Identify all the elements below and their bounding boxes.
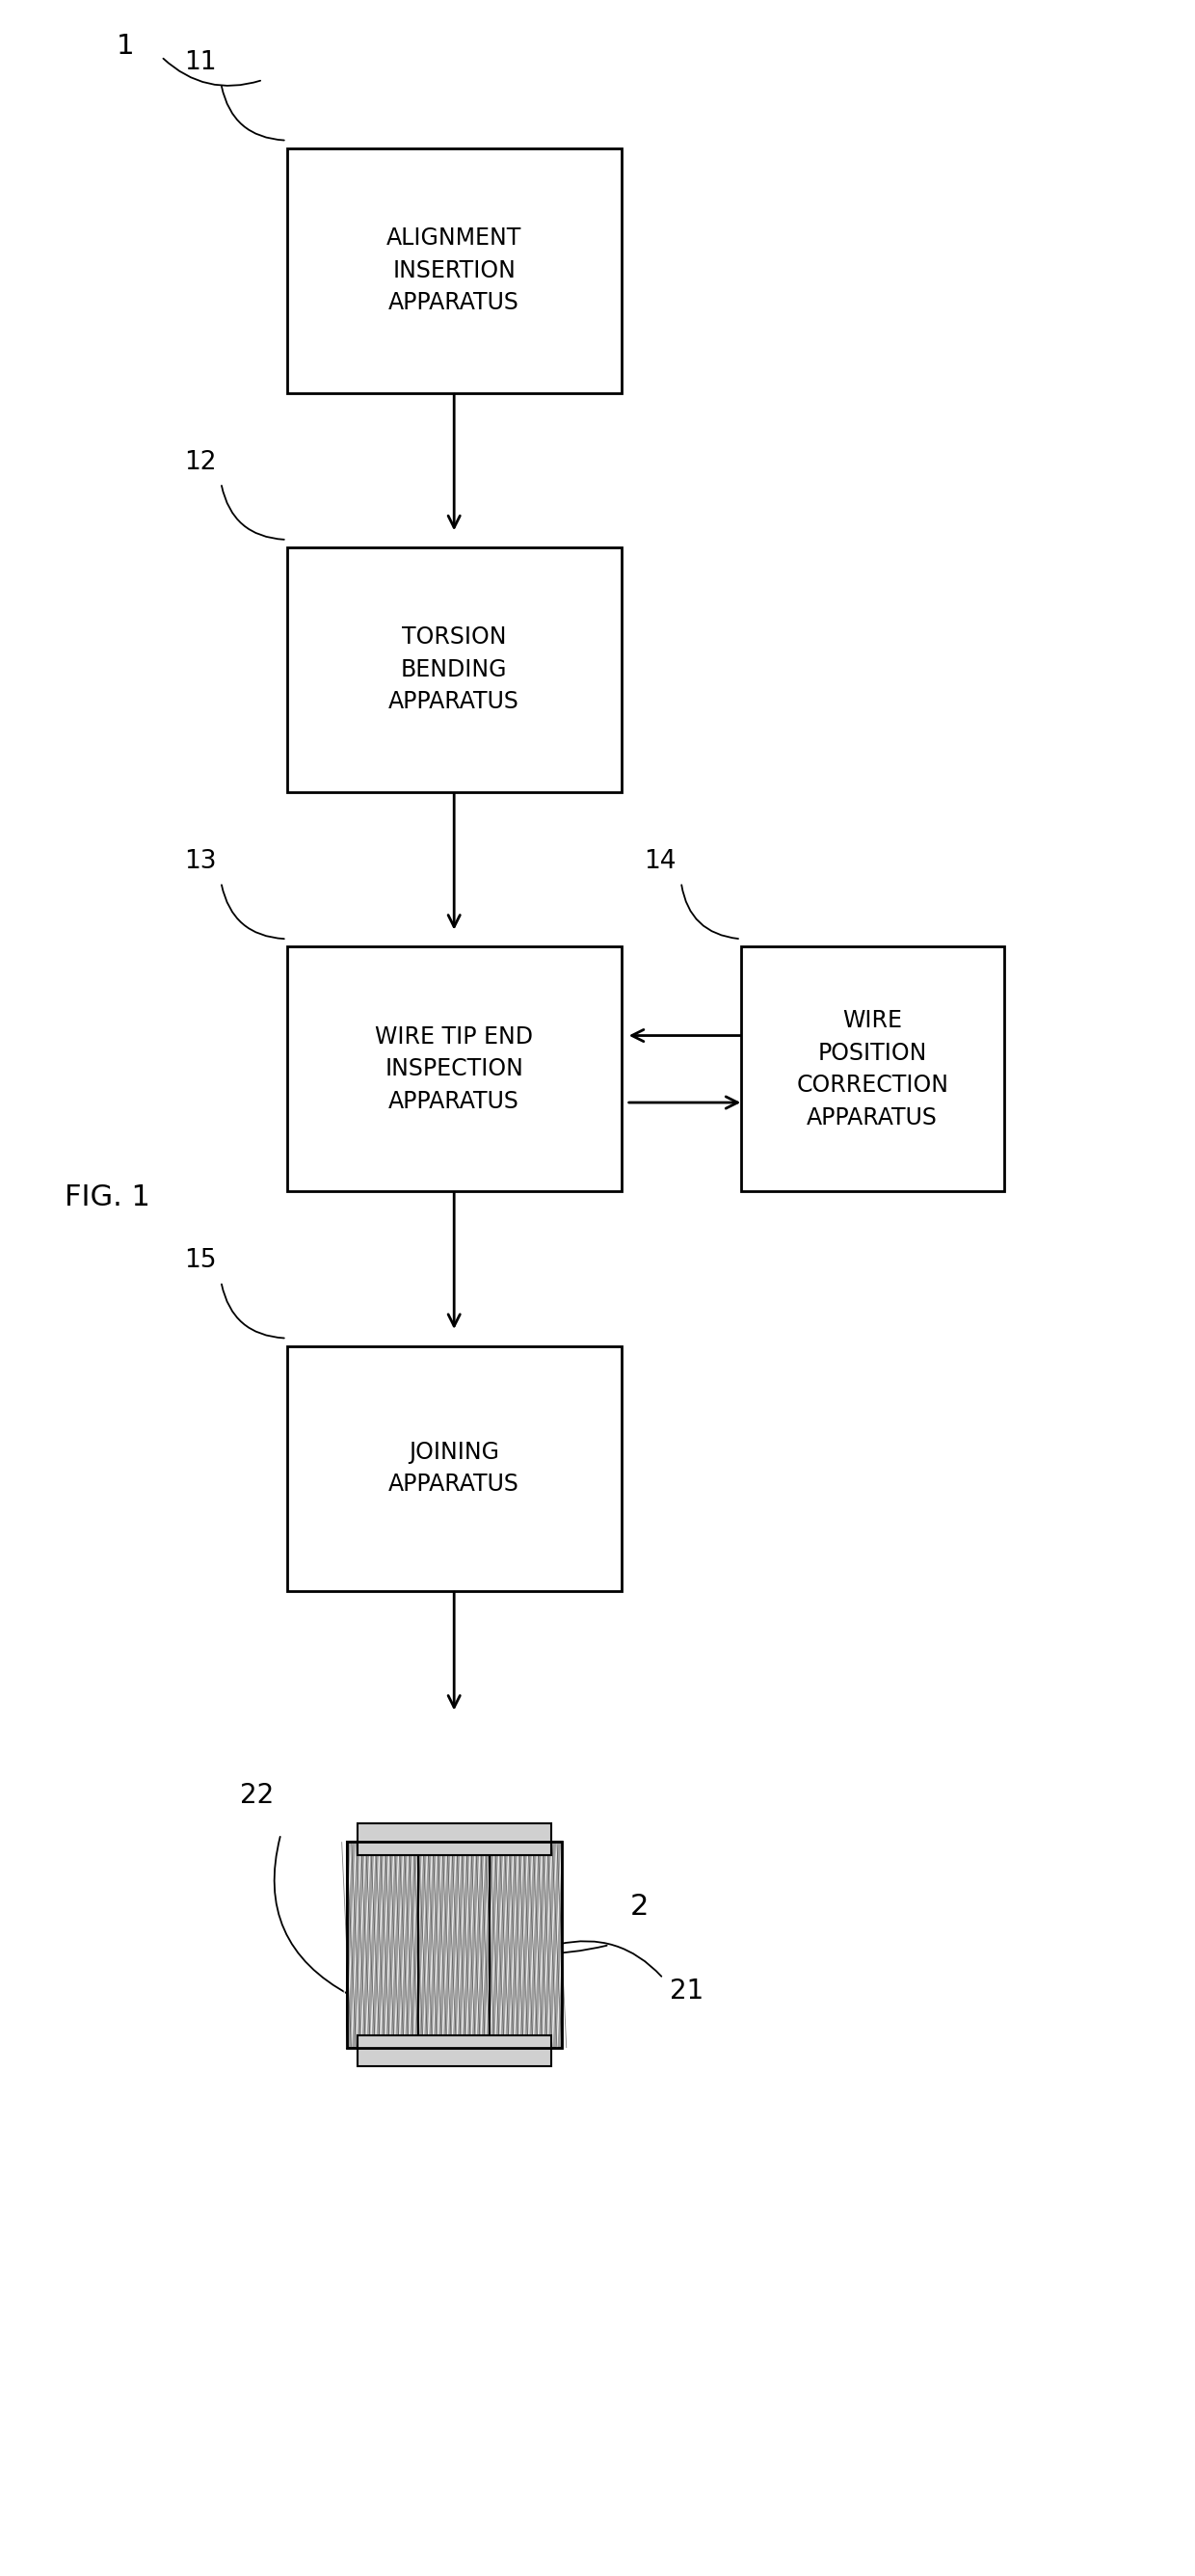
Text: ALIGNMENT
INSERTION
APPARATUS: ALIGNMENT INSERTION APPARATUS bbox=[386, 227, 522, 314]
Text: TORSION
BENDING
APPARATUS: TORSION BENDING APPARATUS bbox=[388, 626, 520, 714]
Text: 1: 1 bbox=[116, 33, 135, 59]
Bar bbox=[347, 1842, 562, 2048]
Text: FIG. 1: FIG. 1 bbox=[65, 1185, 151, 1211]
Text: 12: 12 bbox=[184, 451, 217, 474]
Text: WIRE
POSITION
CORRECTION
APPARATUS: WIRE POSITION CORRECTION APPARATUS bbox=[796, 1010, 949, 1128]
Bar bbox=[741, 948, 1004, 1190]
Text: 21: 21 bbox=[670, 1978, 704, 2004]
Text: 22: 22 bbox=[240, 1783, 274, 1808]
Bar bbox=[287, 549, 621, 793]
Text: 13: 13 bbox=[184, 850, 217, 873]
Text: 2: 2 bbox=[630, 1893, 649, 1919]
Text: WIRE TIP END
INSPECTION
APPARATUS: WIRE TIP END INSPECTION APPARATUS bbox=[375, 1025, 533, 1113]
Text: JOINING
APPARATUS: JOINING APPARATUS bbox=[388, 1440, 520, 1497]
Bar bbox=[357, 2035, 551, 2066]
Bar bbox=[357, 1824, 551, 1855]
Bar bbox=[287, 948, 621, 1190]
Bar bbox=[287, 147, 621, 392]
Bar bbox=[287, 1345, 621, 1589]
Text: 11: 11 bbox=[184, 52, 217, 75]
Text: 15: 15 bbox=[184, 1249, 217, 1273]
Bar bbox=[347, 1842, 562, 2048]
Text: 14: 14 bbox=[643, 850, 676, 873]
